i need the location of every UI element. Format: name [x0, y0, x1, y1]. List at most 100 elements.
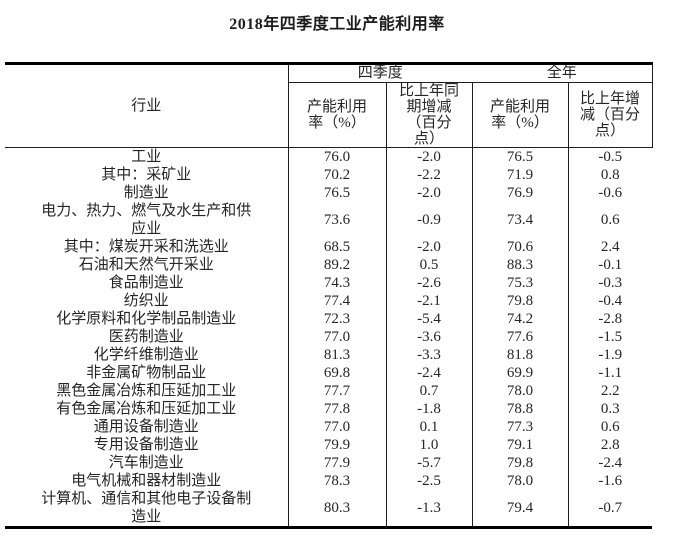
industry-cell: 汽车制造业: [108, 455, 184, 471]
industry-cell: 医药制造业: [108, 329, 184, 345]
q4-utilization-cell: 77.8: [287, 400, 386, 418]
year-change-cell: 0.6: [567, 418, 653, 436]
year-utilization-cell: 71.9: [471, 166, 569, 184]
industry-cell: 黑色金属冶炼和压延加工业: [56, 383, 237, 399]
table-row: 化学原料和化学制品制造业 72.3 -5.4 74.2 -2.8: [5, 310, 653, 328]
year-change-cell: -1.1: [567, 364, 653, 382]
year-utilization-cell: 79.1: [471, 436, 569, 454]
q4-utilization-cell: 79.9: [287, 436, 386, 454]
industry-cell: 化学纤维制造业: [93, 347, 199, 363]
year-change-cell: 0.6: [567, 202, 653, 238]
q4-change-cell: -3.6: [385, 328, 473, 346]
q4-change-cell: -2.0: [385, 147, 473, 166]
q4-utilization-cell: 68.5: [287, 238, 386, 256]
year-change-cell: -2.8: [567, 310, 653, 328]
column-group-full-year: 全年: [472, 62, 653, 83]
q4-utilization-cell: 73.6: [287, 202, 386, 238]
industry-cell: 有色金属冶炼和压延加工业: [56, 401, 237, 417]
year-change-cell: 0.8: [567, 166, 653, 184]
q4-change-cell: 0.1: [385, 418, 473, 436]
q4-change-cell: 0.7: [385, 382, 473, 400]
year-change-cell: 2.4: [567, 238, 653, 256]
q4-utilization-cell: 81.3: [287, 346, 386, 364]
year-change-cell: -0.5: [567, 147, 653, 166]
year-utilization-cell: 88.3: [471, 256, 569, 274]
q4-utilization-cell: 89.2: [287, 256, 386, 274]
table-row: 电气机械和器材制造业 78.3 -2.5 78.0 -1.6: [5, 472, 653, 490]
year-change-cell: 2.8: [567, 436, 653, 454]
q4-change-cell: 0.5: [385, 256, 473, 274]
industry-cell: 食品制造业: [108, 275, 184, 291]
year-utilization-cell: 76.5: [471, 147, 569, 166]
industry-cell: 石油和天然气开采业: [78, 257, 214, 273]
year-change-cell: -1.6: [567, 472, 653, 490]
q4-change-cell: -2.4: [385, 364, 473, 382]
q4-change-cell: -5.4: [385, 310, 473, 328]
q4-utilization-cell: 77.7: [287, 382, 386, 400]
table-row: 化学纤维制造业 81.3 -3.3 81.8 -1.9: [5, 346, 653, 364]
q4-utilization-cell: 69.8: [287, 364, 386, 382]
q4-change-cell: -2.2: [385, 166, 473, 184]
q4-change-cell: -5.7: [385, 454, 473, 472]
year-utilization-cell: 69.9: [471, 364, 569, 382]
table-row: 其中：采矿业 70.2 -2.2 71.9 0.8: [5, 166, 653, 184]
q4-utilization-cell: 78.3: [287, 472, 386, 490]
q4-change-cell: -2.5: [385, 472, 473, 490]
q4-utilization-cell: 77.0: [287, 328, 386, 346]
year-change-cell: -0.7: [567, 490, 653, 529]
header-group-row: 行业 四季度 全年: [5, 62, 653, 148]
table-row: 专用设备制造业 79.9 1.0 79.1 2.8: [5, 436, 653, 454]
year-change-cell: -0.3: [567, 274, 653, 292]
q4-utilization-cell: 76.0: [287, 147, 386, 166]
column-header-q4-utilization: 产能利用率（%）: [287, 82, 386, 148]
column-header-industry: 行业: [5, 62, 289, 148]
year-change-cell: -0.1: [567, 256, 653, 274]
table-body: 工业 76.0 -2.0 76.5 -0.5 其中：采矿业 70.2 -2.2 …: [5, 147, 653, 529]
industry-cell: 其中：采矿业: [101, 167, 192, 183]
q4-change-cell: -2.6: [385, 274, 473, 292]
industry-cell: 非金属矿物制品业: [86, 365, 207, 381]
capacity-utilization-table: 行业 四季度 全年 产能利用率（%） 比上年同期增减（百分点） 产能利用率（%）…: [5, 62, 653, 529]
table-row: 汽车制造业 77.9 -5.7 79.8 -2.4: [5, 454, 653, 472]
industry-cell: 其中：煤炭开采和洗选业: [63, 239, 229, 255]
q4-change-cell: -2.1: [385, 292, 473, 310]
year-utilization-cell: 81.8: [471, 346, 569, 364]
q4-utilization-cell: 77.4: [287, 292, 386, 310]
table-row: 制造业 76.5 -2.0 76.9 -0.6: [5, 184, 653, 202]
table-row: 有色金属冶炼和压延加工业 77.8 -1.8 78.8 0.3: [5, 400, 653, 418]
table-row: 电力、热力、燃气及水生产和供应业 73.6 -0.9 73.4 0.6: [5, 202, 653, 238]
q4-utilization-cell: 74.3: [287, 274, 386, 292]
table-row: 非金属矿物制品业 69.8 -2.4 69.9 -1.1: [5, 364, 653, 382]
q4-utilization-cell: 77.0: [287, 418, 386, 436]
industry-cell: 通用设备制造业: [93, 419, 199, 435]
year-change-cell: -0.6: [567, 184, 653, 202]
year-utilization-cell: 79.8: [471, 292, 569, 310]
year-change-cell: 2.2: [567, 382, 653, 400]
industry-cell: 纺织业: [123, 293, 169, 309]
year-utilization-cell: 78.0: [471, 382, 569, 400]
q4-change-cell: -1.3: [385, 490, 473, 529]
industry-cell: 电气机械和器材制造业: [71, 473, 222, 489]
column-group-q4: 四季度: [288, 62, 473, 83]
industry-cell: 计算机、通信和其他电子设备制造业: [5, 490, 288, 529]
q4-utilization-cell: 76.5: [287, 184, 386, 202]
year-utilization-cell: 78.8: [471, 400, 569, 418]
year-change-cell: 0.3: [567, 400, 653, 418]
q4-change-cell: 1.0: [385, 436, 473, 454]
table-row: 石油和天然气开采业 89.2 0.5 88.3 -0.1: [5, 256, 653, 274]
q4-utilization-cell: 70.2: [287, 166, 386, 184]
year-utilization-cell: 78.0: [471, 472, 569, 490]
year-change-cell: -1.5: [567, 328, 653, 346]
table-row: 黑色金属冶炼和压延加工业 77.7 0.7 78.0 2.2: [5, 382, 653, 400]
table-row: 通用设备制造业 77.0 0.1 77.3 0.6: [5, 418, 653, 436]
table-row: 纺织业 77.4 -2.1 79.8 -0.4: [5, 292, 653, 310]
industry-cell: 工业: [131, 149, 162, 165]
year-utilization-cell: 75.3: [471, 274, 569, 292]
table-row: 工业 76.0 -2.0 76.5 -0.5: [5, 147, 653, 166]
year-change-cell: -2.4: [567, 454, 653, 472]
year-utilization-cell: 77.6: [471, 328, 569, 346]
table-row: 食品制造业 74.3 -2.6 75.3 -0.3: [5, 274, 653, 292]
table-row: 计算机、通信和其他电子设备制造业 80.3 -1.3 79.4 -0.7: [5, 490, 653, 529]
q4-change-cell: -2.0: [385, 238, 473, 256]
